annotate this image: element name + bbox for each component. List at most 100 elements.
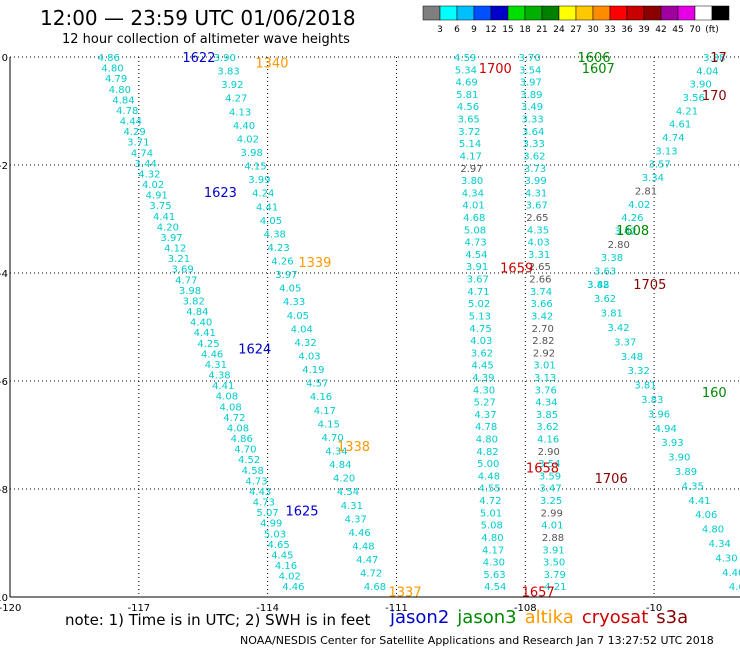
pass-time-label: 1625 [285, 505, 318, 520]
pass-time-label: 1606 [577, 51, 610, 66]
wave-height-value: 3.71 [127, 138, 149, 149]
wave-height-value: 4.39 [472, 373, 494, 384]
wave-height-value: 3.48 [621, 352, 643, 363]
pass-time-label: 1338 [337, 440, 370, 455]
track-jason2: 4.864.804.794.804.844.784.444.293.714.74… [98, 53, 305, 593]
wave-height-value: 3.34 [642, 173, 664, 184]
wave-height-value: 3.74 [530, 287, 552, 298]
wave-height-value: 4.30 [473, 385, 495, 396]
legend-altika: altika [524, 607, 574, 628]
colorbar-label: 27 [570, 25, 581, 35]
wave-height-value: 5.01 [480, 508, 502, 519]
wave-height-value: 4.57 [306, 379, 328, 390]
wave-height-value: 4.45 [271, 550, 293, 561]
wave-height-value: 4.60 [729, 582, 740, 593]
track-altika: 3.90 3.83 3.92 4.27 4.13 4.40 4.02 3.98 4.15 3.99… [214, 53, 387, 593]
colorbar-label: 42 [655, 25, 666, 35]
wave-height-value: 4.01 [541, 521, 563, 532]
wave-height-value: 4.46 [348, 528, 370, 539]
colorbar-label: 24 [553, 25, 565, 35]
wave-height-value: 3.75 [149, 201, 171, 212]
wave-height-value: 4.70 [234, 445, 256, 456]
wave-height-value: 3.99 [248, 175, 270, 186]
pass-time-label: 1659 [500, 262, 533, 277]
wave-height-value: 4.55 [479, 484, 501, 495]
wave-height-value: 3.63 [594, 266, 616, 277]
wave-height-value: 2.66 [529, 275, 551, 286]
wave-height-value: 4.73 [253, 498, 275, 509]
wave-height-value: 3.01 [533, 361, 555, 372]
wave-height-value: 4.05 [260, 216, 282, 227]
footer-note: note: 1) Time is in UTC; 2) SWH is in fe… [65, 611, 371, 629]
legend-jason2: jason2 [390, 607, 450, 628]
colorbar-label: 39 [638, 25, 650, 35]
wave-height-value: 4.03 [527, 238, 549, 249]
wave-height-value: 3.64 [522, 127, 544, 138]
wave-height-value: 3.81 [634, 381, 656, 392]
pass-time-label: 1608 [616, 224, 649, 239]
wave-height-value: 4.75 [469, 324, 491, 335]
wave-height-value: 4.02 [142, 180, 164, 191]
wave-height-value: 4.34 [462, 188, 484, 199]
wave-height-value: 4.17 [460, 151, 482, 162]
wave-height-value: 3.54 [538, 459, 560, 470]
wave-height-value: 3.47 [539, 484, 561, 495]
wave-height-value: 4.77 [175, 275, 197, 286]
wave-height-value: 3.44 [135, 159, 157, 170]
wave-height-value: 4.35 [682, 481, 704, 492]
chart-subtitle: 12 hour collection of altimeter wave hei… [62, 32, 350, 47]
wave-height-value: 5.13 [469, 311, 491, 322]
pass-time-label: 160 [702, 386, 727, 401]
wave-height-value: 4.32 [295, 338, 317, 349]
wave-height-value: 2.70 [532, 324, 554, 335]
wave-height-value: 2.80 [608, 240, 630, 251]
wave-height-value: 4.48 [478, 471, 500, 482]
grid-lines [10, 56, 740, 597]
wave-height-value: 4.04 [291, 324, 313, 335]
wave-height-value: 4.68 [463, 213, 485, 224]
wave-height-value: 4.74 [662, 133, 684, 144]
wave-height-value: 4.74 [131, 148, 153, 159]
wave-height-value: 5.07 [256, 508, 278, 519]
colorbar-legend: 3 6 9 12 15 18 21 24 27 30 33 36 39 42 45 70 (ft) [422, 5, 730, 35]
wave-height-value: 3.32 [628, 366, 650, 377]
pass-time-label: 1339 [298, 256, 331, 271]
x-tick-label: -108 [514, 603, 537, 614]
wave-height-value: 3.25 [540, 496, 562, 507]
wave-height-value: 4.80 [101, 64, 123, 75]
wave-height-value: 4.08 [227, 423, 249, 434]
legend-jason3: jason3 [457, 607, 517, 628]
wave-height-value: 3.62 [523, 151, 545, 162]
wave-height-value: 4.46 [201, 349, 223, 360]
wave-height-value: 4.71 [467, 287, 489, 298]
wave-height-value: 4.23 [268, 243, 290, 254]
wave-height-value: 4.38 [208, 371, 230, 382]
wave-height-value: 5.27 [474, 398, 496, 409]
wave-height-value: 2.99 [541, 508, 563, 519]
wave-height-value: 4.72 [223, 413, 245, 424]
wave-height-value: 3.37 [614, 337, 636, 348]
wave-height-value: 3.82 [183, 296, 205, 307]
wave-height-value: 2.90 [538, 447, 560, 458]
wave-height-value: 4.32 [138, 169, 160, 180]
wave-height-value: 4.40 [722, 568, 740, 579]
wave-height-value: 4.26 [271, 257, 293, 268]
wave-height-value: 4.30 [715, 553, 737, 564]
wave-height-value: 3.13 [655, 146, 677, 157]
wave-height-value: 4.45 [472, 361, 494, 372]
colorbar-label: 21 [536, 25, 547, 35]
wave-height-value: 4.34 [535, 398, 557, 409]
wave-height-value: 4.03 [298, 352, 320, 363]
wave-height-value: 4.84 [112, 95, 134, 106]
wave-height-value: 4.01 [462, 201, 484, 212]
wave-height-value: 3.76 [535, 385, 557, 396]
wave-height-value: 3.56 [683, 93, 705, 104]
wave-height-value: 3.21 [168, 254, 190, 265]
wave-height-value: 4.06 [695, 510, 717, 521]
colorbar-label: 15 [502, 25, 513, 35]
wave-height-value: 4.70 [321, 433, 343, 444]
wave-height-value: 4.78 [475, 422, 497, 433]
wave-height-value: 3.85 [536, 410, 558, 421]
wave-height-value: 4.69 [455, 78, 477, 89]
wave-height-value: 4.84 [186, 307, 208, 318]
